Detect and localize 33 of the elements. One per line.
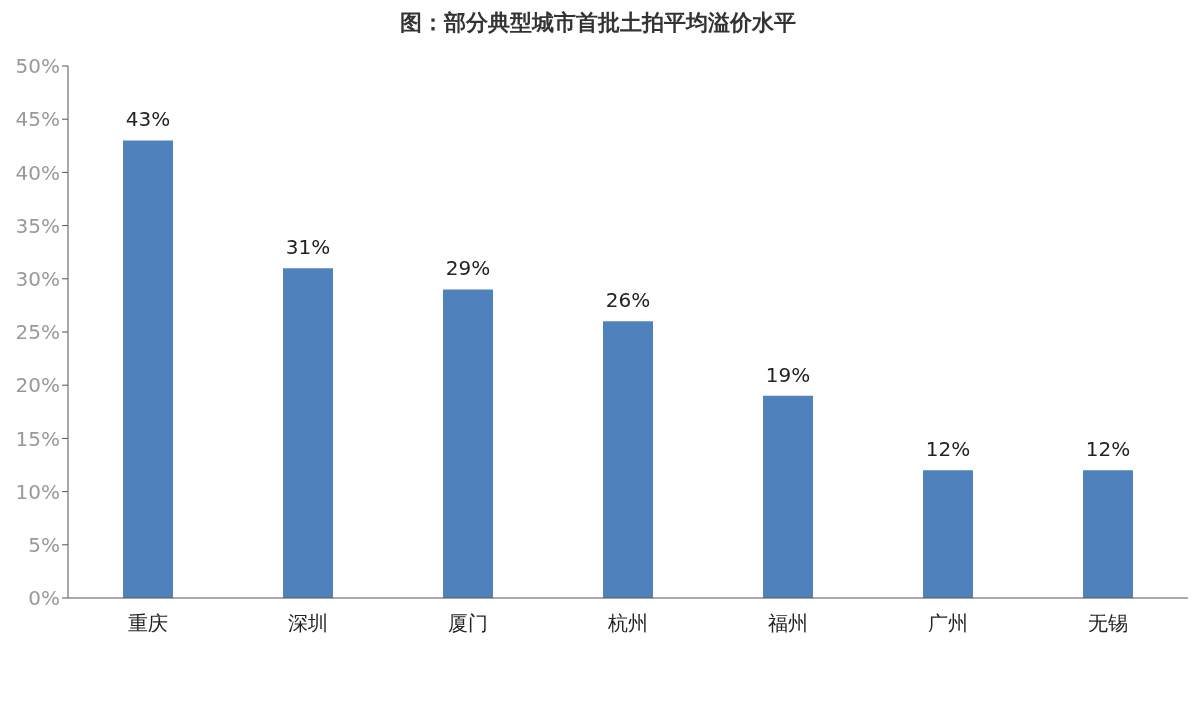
data-label: 12% bbox=[1085, 437, 1131, 462]
bar bbox=[603, 321, 653, 598]
y-tick-label: 40% bbox=[15, 160, 60, 185]
y-tick-label: 5% bbox=[28, 532, 60, 557]
bar bbox=[283, 268, 333, 598]
x-tick-label: 广州 bbox=[928, 611, 968, 636]
x-tick-label: 深圳 bbox=[288, 611, 328, 636]
data-label: 31% bbox=[285, 235, 331, 260]
data-label: 43% bbox=[125, 107, 171, 132]
bar bbox=[763, 395, 813, 598]
x-tick-label: 重庆 bbox=[128, 611, 168, 636]
y-tick-label: 35% bbox=[15, 213, 60, 238]
x-tick-label: 无锡 bbox=[1088, 611, 1128, 636]
data-label: 29% bbox=[445, 256, 491, 281]
bar bbox=[923, 470, 973, 598]
bar bbox=[443, 289, 493, 598]
y-tick-label: 50% bbox=[15, 54, 60, 79]
data-label: 19% bbox=[765, 362, 811, 387]
data-label: 12% bbox=[925, 437, 971, 462]
y-tick-label: 45% bbox=[15, 107, 60, 132]
data-label: 26% bbox=[605, 288, 651, 313]
y-tick-label: 10% bbox=[15, 479, 60, 504]
bar bbox=[1083, 470, 1133, 598]
y-tick-label: 20% bbox=[15, 373, 60, 398]
y-tick-label: 25% bbox=[15, 320, 60, 345]
y-tick-label: 15% bbox=[15, 426, 60, 451]
x-tick-label: 杭州 bbox=[607, 611, 648, 636]
bar bbox=[123, 140, 173, 598]
y-tick-label: 0% bbox=[28, 586, 60, 611]
chart-title: 图：部分典型城市首批土拍平均溢价水平 bbox=[399, 9, 797, 37]
x-tick-label: 福州 bbox=[768, 611, 808, 636]
x-tick-label: 厦门 bbox=[448, 611, 488, 636]
y-tick-label: 30% bbox=[15, 266, 60, 291]
